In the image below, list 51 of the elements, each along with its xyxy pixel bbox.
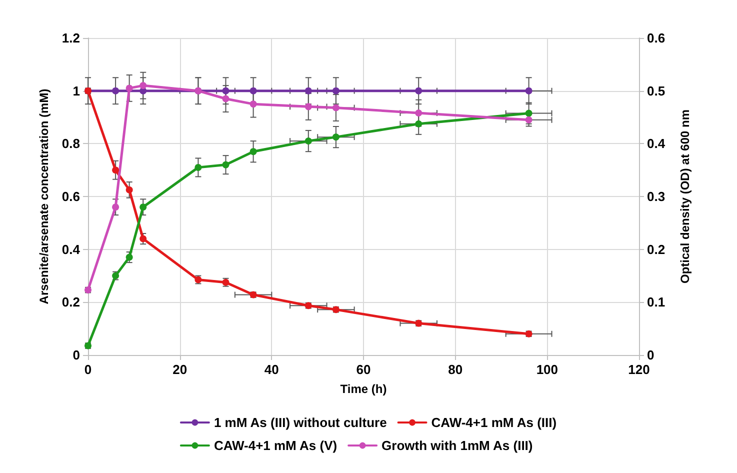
legend-label: 1 mM As (III) without culture [214, 415, 387, 430]
point [126, 254, 133, 261]
point [222, 95, 230, 102]
x-axis-title: Time (h) [340, 382, 387, 396]
x-tick-label: 60 [356, 362, 371, 377]
point [112, 166, 120, 174]
y2-tick-label: 0.1 [647, 294, 666, 310]
y2-axis-title: Optical density (OD) at 600 nm [678, 109, 692, 284]
point [126, 84, 133, 92]
point [250, 148, 257, 156]
y2-tick-label: 0.2 [647, 242, 666, 257]
point [525, 87, 532, 94]
y-tick-label: 0.6 [62, 189, 80, 204]
y2-tick-label: 0.6 [647, 30, 666, 46]
x-tick-label: 20 [172, 362, 188, 377]
y-tick-label: 0.8 [62, 136, 80, 152]
legend-label: Growth with 1mM As (III) [382, 438, 533, 453]
y-tick-label: 1 [72, 83, 80, 98]
point [525, 110, 532, 117]
x-tick-label: 0 [84, 362, 92, 377]
x-tick-label: 120 [628, 362, 650, 377]
legend-label: CAW-4+1 mM As (III) [431, 415, 557, 430]
point [250, 87, 257, 94]
y-tick-label: 0.2 [62, 294, 80, 310]
x-tick-label: 40 [264, 362, 279, 377]
y2-tick-label: 0.5 [647, 83, 666, 98]
point [332, 134, 340, 141]
point [194, 164, 202, 171]
point [140, 204, 147, 211]
point [140, 82, 147, 90]
point [304, 138, 312, 145]
y-tick-label: 0.4 [62, 242, 81, 257]
point [126, 186, 133, 194]
x-tick-label: 80 [448, 362, 463, 377]
point [415, 87, 422, 94]
x-tick-label: 100 [536, 362, 558, 377]
y2-tick-label: 0.3 [647, 189, 666, 204]
y2-tick-label: 0 [647, 348, 654, 362]
y-tick-label: 1.2 [62, 30, 80, 46]
point [415, 110, 422, 117]
legend-label: CAW-4+1 mM As (V) [214, 438, 338, 453]
point [222, 161, 230, 168]
y-tick-label: 0 [72, 348, 80, 362]
point [84, 342, 92, 350]
point [112, 87, 120, 94]
point [140, 235, 147, 242]
y2-tick-label: 0.4 [647, 136, 666, 152]
y-axis-title: Arsenite/arsenate concentration (mM) [37, 88, 51, 304]
point [112, 204, 120, 211]
point [84, 286, 92, 294]
point [250, 100, 257, 108]
